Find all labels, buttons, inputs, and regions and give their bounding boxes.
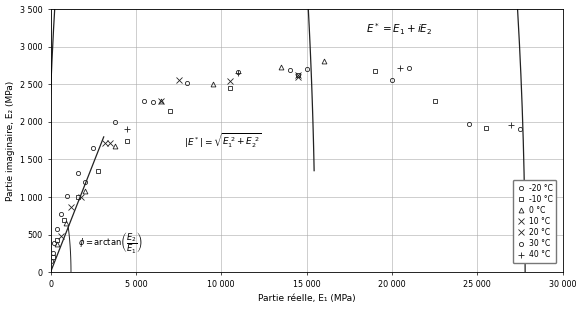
X-axis label: Partie réelle, E₁ (MPa): Partie réelle, E₁ (MPa) bbox=[258, 294, 356, 303]
Text: $E^* = E_1 + iE_2$: $E^* = E_1 + iE_2$ bbox=[366, 22, 432, 37]
Legend: -20 °C, -10 °C, 0 °C, 10 °C, 20 °C, 30 °C, 40 °C: -20 °C, -10 °C, 0 °C, 10 °C, 20 °C, 30 °… bbox=[513, 180, 556, 263]
Y-axis label: Partie imaginaire, E₂ (MPa): Partie imaginaire, E₂ (MPa) bbox=[6, 81, 15, 201]
Text: $\phi = \arctan\!\left(\dfrac{E_2}{E_1}\right)$: $\phi = \arctan\!\left(\dfrac{E_2}{E_1}\… bbox=[78, 231, 143, 256]
Text: $|E^*| = \sqrt{E_1^{\ 2} + E_2^{\ 2}}$: $|E^*| = \sqrt{E_1^{\ 2} + E_2^{\ 2}}$ bbox=[184, 131, 261, 150]
